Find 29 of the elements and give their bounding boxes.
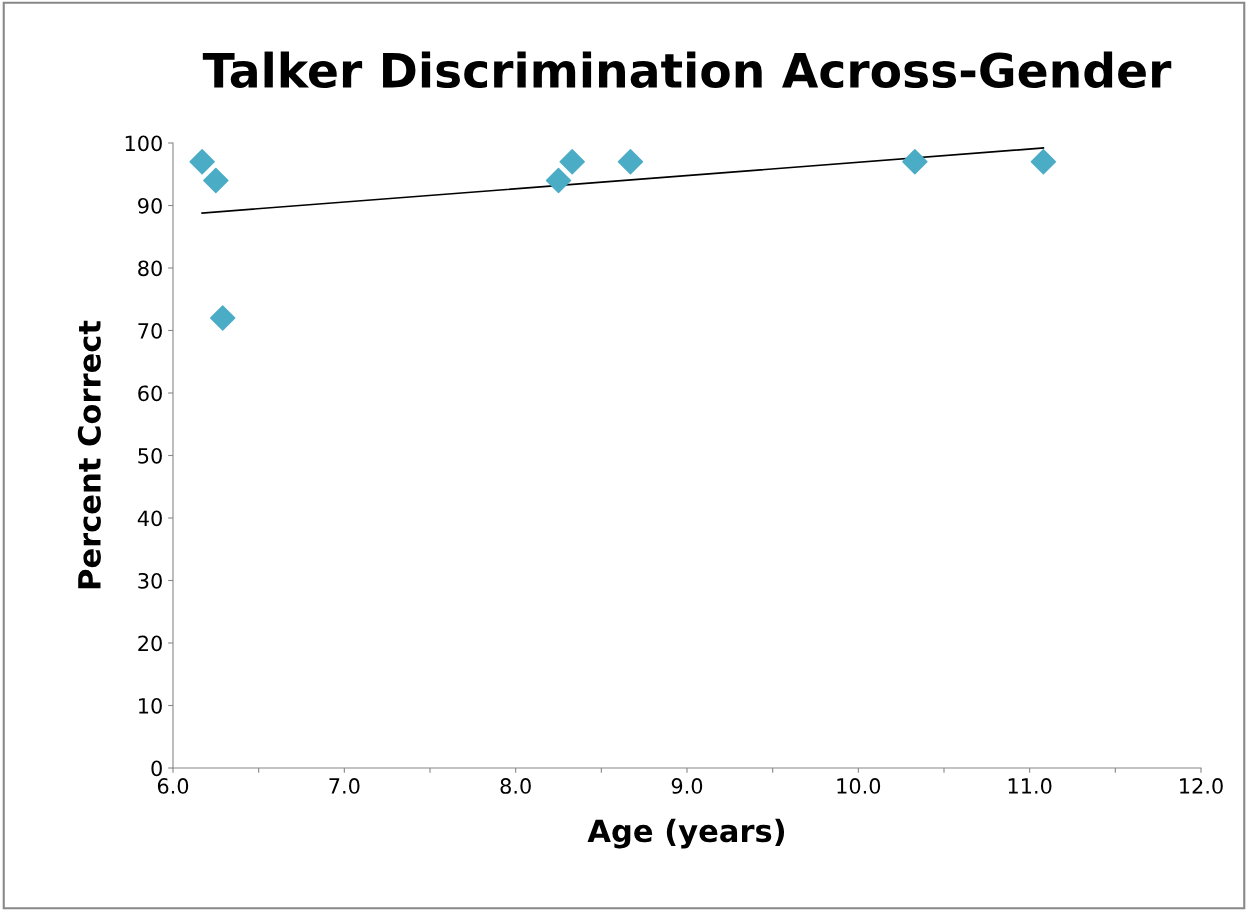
y-tick-label: 10 bbox=[139, 697, 162, 714]
x-tick-label: 8.0 bbox=[500, 778, 531, 794]
y-tick-label: 70 bbox=[138, 322, 162, 339]
x-tick-label: 11.0 bbox=[1008, 778, 1052, 794]
point bbox=[1030, 149, 1057, 175]
point bbox=[203, 167, 229, 194]
y-tick-label: 0 bbox=[151, 760, 162, 777]
y-tick-label: 100 bbox=[125, 135, 162, 152]
x-tick-label: 6.0 bbox=[157, 778, 189, 794]
x-tick-label: 7.0 bbox=[329, 778, 360, 794]
y-tick-label: 30 bbox=[138, 572, 162, 589]
y-tick-label: 60 bbox=[138, 385, 162, 402]
x-axis-title: Age (years) bbox=[587, 818, 785, 849]
point bbox=[545, 167, 572, 194]
x-tick-label: 10.0 bbox=[837, 778, 881, 794]
x-tick-label: 9.0 bbox=[671, 778, 703, 794]
point bbox=[209, 305, 236, 331]
point bbox=[559, 149, 585, 175]
y-tick-label: 90 bbox=[138, 197, 162, 214]
point bbox=[189, 149, 215, 175]
point bbox=[902, 149, 928, 175]
chart-title: Talker Discrimination Across-Gender bbox=[202, 51, 1172, 89]
y-tick-label: 80 bbox=[138, 260, 162, 277]
x-tick-label: 12.0 bbox=[1180, 778, 1223, 794]
y-tick-label: 50 bbox=[138, 447, 162, 464]
y-tick-label: 40 bbox=[137, 510, 162, 527]
point bbox=[617, 149, 644, 175]
y-tick-label: 20 bbox=[138, 635, 162, 652]
y-axis-title: Percent Correct bbox=[77, 320, 101, 589]
